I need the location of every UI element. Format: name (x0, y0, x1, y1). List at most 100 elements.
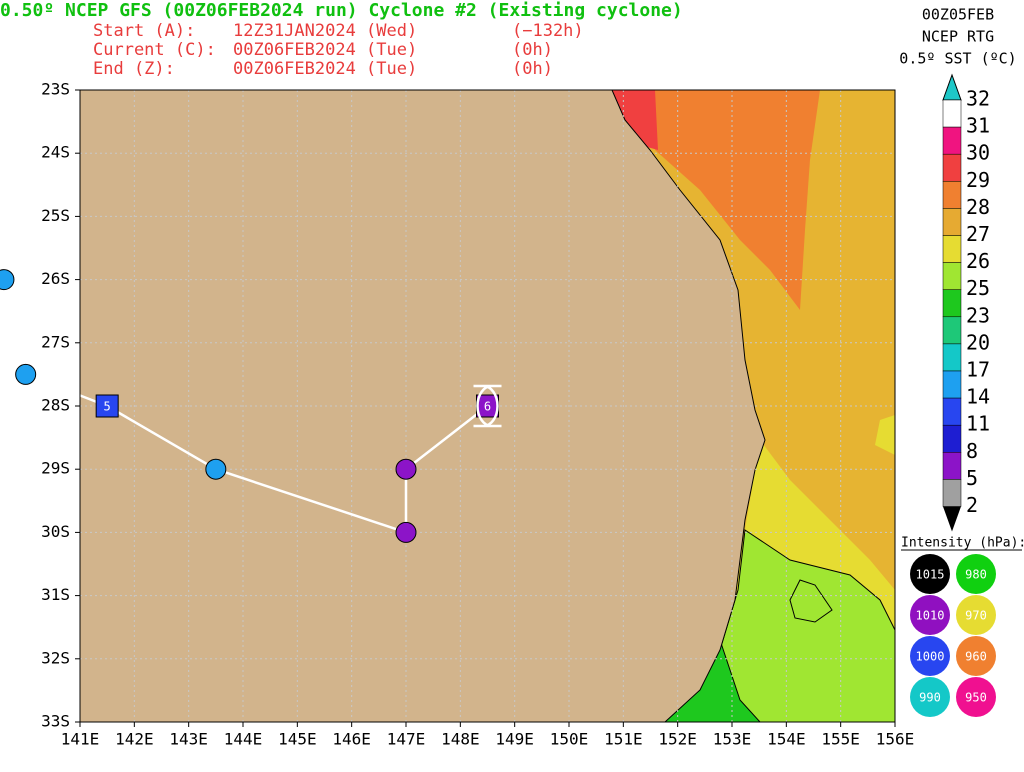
intensity-swatch (910, 636, 950, 676)
x-tick-label: 141E (61, 730, 100, 749)
map-area (80, 90, 895, 722)
colorbar-label: 5 (966, 466, 978, 490)
colorbar-label: 8 (966, 439, 978, 463)
y-tick-label: 31S (41, 585, 70, 604)
info: NCEP RTG (922, 28, 994, 46)
colorbar-label: 17 (966, 358, 990, 382)
track-point (205, 458, 227, 480)
x-tick-label: 145E (278, 730, 317, 749)
intensity-swatch (956, 554, 996, 594)
header-line: (0h) (512, 40, 553, 60)
intensity-label: 950 (965, 691, 987, 705)
intensity-swatch (910, 595, 950, 635)
title: 0.50º NCEP GFS (00Z06FEB2024 run) Cyclon… (0, 0, 683, 21)
header-line: 00Z06FEB2024 (Tue) (233, 40, 417, 60)
intensity-label: 970 (965, 609, 987, 623)
header-line: End (Z): (93, 59, 175, 79)
info: 00Z05FEB (922, 6, 994, 24)
x-tick-label: 156E (876, 730, 915, 749)
x-tick-label: 147E (387, 730, 426, 749)
intensity-label: 1000 (916, 650, 945, 664)
y-tick-label: 26S (41, 269, 70, 288)
colorbar-bottom (943, 506, 961, 532)
colorbar-label: 14 (966, 385, 990, 409)
y-tick-label: 29S (41, 459, 70, 478)
colorbar-segment (942, 370, 962, 399)
y-tick-label: 24S (41, 143, 70, 162)
sst-yellow (875, 415, 895, 455)
colorbar-segment (942, 397, 962, 426)
colorbar-label: 26 (966, 249, 990, 273)
x-tick-label: 144E (224, 730, 263, 749)
colorbar-segment (942, 424, 962, 453)
colorbar-label: 25 (966, 276, 990, 300)
y-tick-label: 23S (41, 80, 70, 99)
intensity-swatch (956, 595, 996, 635)
colorbar-label: 29 (966, 168, 990, 192)
y-tick-label: 32S (41, 648, 70, 667)
colorbar-segment (942, 343, 962, 372)
x-tick-label: 155E (821, 730, 860, 749)
intensity-swatch (910, 677, 950, 717)
x-tick-label: 153E (713, 730, 752, 749)
colorbar-label: 32 (966, 87, 990, 111)
track-label: 5 (104, 400, 111, 414)
colorbar-segment (942, 181, 962, 209)
intensity-label: 1010 (916, 609, 945, 623)
colorbar-label: 20 (966, 330, 990, 354)
x-tick-label: 146E (332, 730, 371, 749)
colorbar-label: 28 (966, 195, 990, 219)
colorbar-label: 30 (966, 141, 990, 165)
colorbar-segment (942, 479, 962, 507)
track-point (0, 269, 15, 291)
header-line: (−132h) (512, 21, 584, 41)
colorbar-label: 2 (966, 493, 978, 517)
x-tick-label: 152E (658, 730, 697, 749)
colorbar-segment (942, 452, 962, 480)
colorbar-label: 11 (966, 412, 990, 436)
colorbar-label: 23 (966, 303, 990, 327)
y-tick-label: 27S (41, 332, 70, 351)
x-tick-label: 151E (604, 730, 643, 749)
x-tick-label: 150E (550, 730, 589, 749)
x-tick-label: 143E (169, 730, 208, 749)
header-line: (0h) (512, 59, 553, 79)
track-line (80, 394, 489, 535)
y-tick-label: 30S (41, 522, 70, 541)
track-point (395, 521, 417, 543)
colorbar-segment (942, 153, 962, 182)
intensity-label: 990 (919, 691, 941, 705)
colorbar-segment (942, 126, 962, 155)
sst-orange (650, 90, 895, 310)
track-point (395, 458, 417, 480)
sst-blob (789, 579, 833, 623)
colorbar-segment (942, 208, 962, 236)
x-tick-label: 148E (441, 730, 480, 749)
colorbar-segment (942, 289, 962, 318)
intensity-swatch (956, 677, 996, 717)
track-label: 6 (484, 400, 491, 414)
cyclone-symbol (473, 384, 502, 428)
track-point (95, 394, 119, 418)
x-tick-label: 154E (767, 730, 806, 749)
header-line: Start (A): (93, 21, 195, 41)
track-point (15, 363, 37, 385)
header-line: 00Z06FEB2024 (Tue) (233, 59, 417, 79)
colorbar-segment (942, 99, 962, 128)
intensity-title: Intensity (hPa): (901, 536, 1024, 551)
colorbar-label: 31 (966, 114, 990, 138)
colorbar-label: 27 (966, 222, 990, 246)
colorbar-top (942, 73, 962, 101)
x-tick-label: 142E (115, 730, 154, 749)
intensity-swatch (910, 554, 950, 594)
colorbar-segment (942, 235, 962, 263)
y-tick-label: 33S (41, 712, 70, 731)
info: 0.5º SST (ºC) (899, 50, 1016, 68)
x-tick-label: 149E (495, 730, 534, 749)
land (80, 90, 766, 722)
intensity-swatch (956, 636, 996, 676)
header-line: 12Z31JAN2024 (Wed) (233, 21, 417, 41)
y-tick-label: 25S (41, 206, 70, 225)
colorbar-segment (942, 316, 962, 345)
